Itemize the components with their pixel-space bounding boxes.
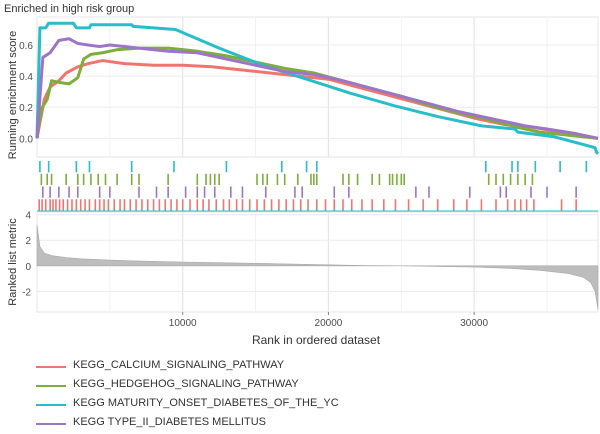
top-y-tick-label: 0.4 — [19, 72, 33, 83]
x-tick-label: 20000 — [315, 318, 343, 329]
legend-swatch — [36, 366, 66, 368]
legend-label: KEGG_HEDGEHOG_SIGNALING_PATHWAY — [73, 378, 299, 390]
hits-panel — [37, 161, 598, 212]
running-es-line-2 — [35, 46, 599, 140]
legend-swatch — [36, 404, 66, 406]
chart-title: Enriched in high risk group — [4, 3, 134, 15]
top-y-axis-label: Running enrichment score — [7, 31, 19, 159]
bottom-y-tick-label: 2 — [25, 236, 31, 247]
ranked-metric-panel: 4 2 0 -2 10000 20000 30000 — [22, 211, 599, 329]
bottom-y-axis-label: Ranked list metric — [7, 218, 19, 306]
legend-swatch — [36, 385, 66, 387]
x-axis-label: Rank in ordered dataset — [252, 333, 381, 347]
bottom-y-tick-label: 0 — [25, 262, 31, 273]
x-tick-label: 30000 — [460, 318, 488, 329]
top-panel-frame — [36, 16, 599, 158]
top-y-tick-label: 0.6 — [19, 41, 33, 52]
running-es-panel: 0.0 0.2 0.4 0.6 — [19, 16, 600, 158]
legend-label: KEGG_CALCIUM_SIGNALING_PATHWAY — [73, 359, 285, 371]
legend-swatch — [36, 423, 66, 425]
running-es-line-3 — [35, 21, 600, 155]
top-y-tick-label: 0.2 — [19, 103, 33, 114]
ranked-metric-area — [36, 224, 599, 310]
x-tick-label: 10000 — [169, 318, 197, 329]
top-y-tick-label: 0.0 — [19, 134, 33, 145]
running-es-line-4 — [35, 37, 599, 140]
legend-label: KEGG MATURITY_ONSET_DIABETES_OF_THE_YC — [73, 397, 339, 409]
bottom-y-tick-label: -2 — [22, 287, 31, 298]
bottom-y-tick-label: 4 — [25, 211, 31, 222]
legend-label: KEGG TYPE_II_DIABETES MELLITUS — [73, 416, 266, 428]
